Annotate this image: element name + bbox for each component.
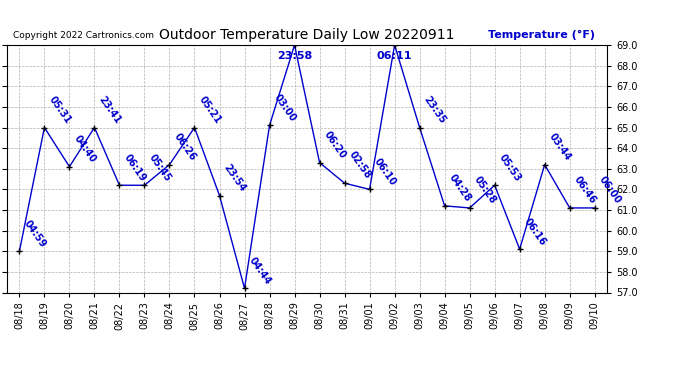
Text: 05:21: 05:21 bbox=[197, 94, 223, 126]
Text: Copyright 2022 Cartronics.com: Copyright 2022 Cartronics.com bbox=[13, 31, 154, 40]
Text: 23:58: 23:58 bbox=[277, 51, 312, 61]
Text: Temperature (°F): Temperature (°F) bbox=[489, 30, 595, 40]
Title: Outdoor Temperature Daily Low 20220911: Outdoor Temperature Daily Low 20220911 bbox=[159, 28, 455, 42]
Text: 06:16: 06:16 bbox=[522, 216, 548, 247]
Text: 05:31: 05:31 bbox=[47, 94, 73, 126]
Text: 03:00: 03:00 bbox=[272, 92, 298, 123]
Text: 23:54: 23:54 bbox=[222, 162, 248, 194]
Text: 04:44: 04:44 bbox=[247, 255, 273, 286]
Text: 04:28: 04:28 bbox=[447, 172, 473, 204]
Text: 23:35: 23:35 bbox=[422, 94, 448, 126]
Text: 03:44: 03:44 bbox=[547, 131, 573, 163]
Text: 05:28: 05:28 bbox=[472, 175, 498, 206]
Text: 04:59: 04:59 bbox=[22, 218, 48, 249]
Text: 05:45: 05:45 bbox=[147, 152, 173, 183]
Text: 04:40: 04:40 bbox=[72, 134, 98, 165]
Text: 06:46: 06:46 bbox=[572, 175, 598, 206]
Text: 02:58: 02:58 bbox=[347, 150, 373, 181]
Text: 06:19: 06:19 bbox=[122, 152, 148, 183]
Text: 06:10: 06:10 bbox=[372, 156, 398, 188]
Text: 05:53: 05:53 bbox=[497, 152, 523, 183]
Text: 06:26: 06:26 bbox=[172, 131, 198, 163]
Text: 06:11: 06:11 bbox=[377, 51, 413, 61]
Text: 06:00: 06:00 bbox=[598, 175, 623, 206]
Text: 23:41: 23:41 bbox=[97, 94, 123, 126]
Text: 06:20: 06:20 bbox=[322, 129, 348, 160]
